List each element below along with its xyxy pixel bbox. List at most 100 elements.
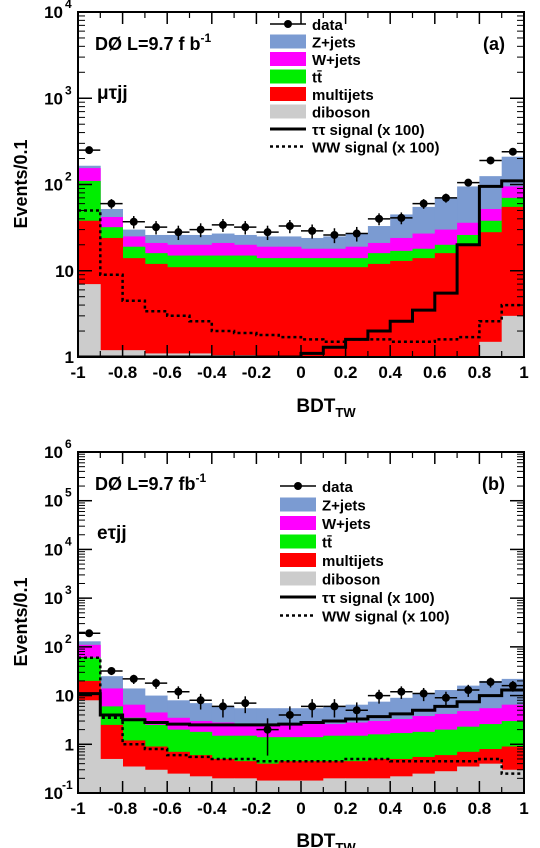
x-tick-label: -1 [70, 799, 85, 818]
experiment-text: DØ L=9.7 fb [95, 474, 196, 494]
bar-diboson [345, 778, 369, 793]
data-point [152, 223, 161, 232]
legend-label: multijets [312, 87, 374, 104]
bar-multijets [301, 267, 324, 357]
bar-diboson [457, 766, 480, 793]
experiment-label: DØ L=9.7 f b-1 [95, 31, 212, 54]
bar-multijets [100, 237, 123, 357]
legend-label: ττ signal (x 100) [312, 122, 425, 139]
bar-multijets [122, 258, 146, 357]
y-tick-label: 10 [44, 784, 63, 803]
legend-label: tt̄ [312, 69, 322, 86]
legend-label: WW signal (x 100) [322, 609, 450, 626]
x-tick-label: -0.6 [153, 363, 182, 382]
y-tick-label: 10 [44, 492, 63, 511]
y-tick-base: 10 [44, 443, 63, 462]
bar-diboson [189, 353, 213, 357]
panel-label: (a) [483, 34, 505, 54]
y-axis-label: Events/0.1 [11, 577, 31, 666]
data-point [218, 220, 227, 229]
x-tick-label: 1 [519, 363, 528, 382]
legend-label: data [322, 479, 354, 496]
legend-swatch-data-marker [284, 20, 292, 28]
bar-diboson [434, 771, 458, 793]
y-tick-base: 10 [44, 492, 63, 511]
data-point [218, 702, 227, 711]
bar-diboson [167, 773, 190, 793]
bar-diboson [479, 341, 503, 357]
bar-multijets [211, 267, 235, 357]
y-tick-label: 10 [44, 540, 63, 559]
x-tick-label: 0.8 [468, 799, 492, 818]
data-point [508, 681, 517, 690]
y-tick-base: 10 [55, 687, 74, 706]
data-point [129, 674, 138, 683]
y-tick-label: 10 [55, 262, 74, 281]
data-point [397, 213, 406, 222]
chart-panel-b: -1 -0.8 -0.6 -0.4 -0.2 0 0.2 0.4 0.6 0.8 110 -11101… [11, 437, 529, 848]
data-point [419, 199, 428, 208]
y-tick-label: 10 [55, 687, 74, 706]
legend-label: WW signal (x 100) [312, 140, 440, 157]
x-tick-label: 0.2 [334, 799, 358, 818]
ww-signal-line [78, 209, 524, 344]
x-axis-label-subscript: TW [335, 405, 356, 420]
x-tick-label: -0.4 [197, 363, 227, 382]
y-tick-label: 1 [65, 348, 74, 367]
bar-diboson [167, 353, 190, 357]
x-tick-label: -0.8 [108, 363, 137, 382]
legend-swatch-fill [270, 34, 306, 49]
data-point [330, 230, 339, 239]
legend-label: W+jets [322, 516, 371, 533]
data-point [285, 222, 294, 231]
data-point [308, 702, 317, 711]
data-point [397, 687, 406, 696]
y-tick-base: 10 [44, 589, 63, 608]
data-point [352, 706, 361, 715]
data-point [330, 702, 339, 711]
y-tick-label: 1 [65, 735, 74, 754]
y-tick-exponent: 2 [65, 170, 72, 184]
bar-diboson [301, 780, 324, 793]
y-tick-label: 10 [44, 638, 63, 657]
data-point [107, 199, 116, 208]
bar-diboson [211, 778, 235, 793]
y-tick-exponent: 3 [65, 583, 72, 597]
legend-label: Z+jets [312, 35, 356, 52]
legend-label: multijets [322, 553, 384, 570]
x-tick-label: 0.4 [378, 799, 402, 818]
data-point [308, 226, 317, 235]
data-point [486, 677, 495, 686]
legend-swatch-fill [280, 516, 316, 530]
bar-multijets [479, 232, 503, 357]
y-tick-base: 1 [65, 735, 74, 754]
x-tick-label: 0 [296, 799, 305, 818]
legend-swatch-fill [270, 69, 306, 84]
data-point [174, 228, 183, 237]
bar-multijets [144, 263, 168, 357]
data-point [174, 687, 183, 696]
experiment-label: DØ L=9.7 fb-1 [95, 471, 207, 494]
legend-swatch-fill [270, 52, 306, 66]
y-tick-label: 10 [44, 176, 63, 195]
y-tick-label: 10 [44, 443, 63, 462]
experiment-text: DØ L=9.7 f b [95, 34, 201, 54]
bar-diboson [78, 284, 101, 357]
bar-multijets [323, 267, 346, 357]
bar-diboson [122, 350, 146, 357]
data-point [196, 696, 205, 705]
legend-label: diboson [322, 572, 380, 589]
x-tick-label: -0.8 [108, 799, 137, 818]
data-point [129, 217, 138, 226]
legend-swatch-fill [280, 553, 316, 567]
y-tick-exponent: 2 [65, 632, 72, 646]
lumi-superscript: -1 [201, 31, 212, 45]
x-tick-label: -0.2 [242, 363, 271, 382]
tautau-signal-line [78, 179, 524, 357]
y-tick-exponent: -1 [62, 778, 73, 792]
data-point [464, 686, 473, 695]
legend-swatch-fill [270, 87, 306, 101]
